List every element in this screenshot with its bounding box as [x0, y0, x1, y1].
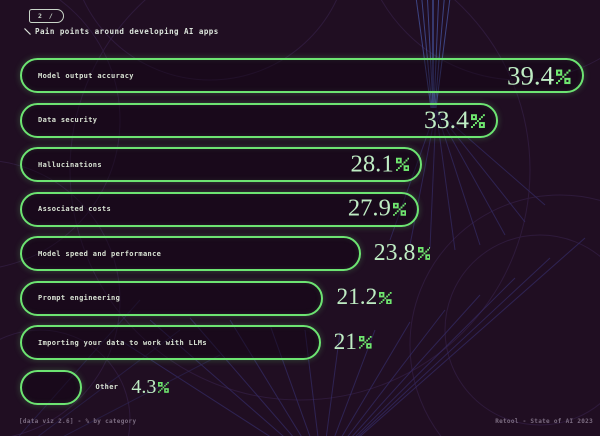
- bar-row: Prompt engineering 21.2: [20, 280, 584, 316]
- bar-value: 21.2: [336, 286, 392, 309]
- bar-row: Hallucinations 28.1: [20, 147, 584, 182]
- bar-row: Other 4.3: [20, 369, 584, 405]
- bar: Importing your data to work with LLMs: [20, 325, 321, 360]
- percent-icon: [395, 157, 410, 172]
- slide-number-badge: 2 /: [29, 9, 65, 23]
- bar-row: Model speed and performance 23.8: [20, 236, 584, 271]
- bar-label: Hallucinations: [38, 160, 102, 169]
- bar-row: Importing your data to work with LLMs 21: [20, 325, 584, 360]
- bar-row: Associated costs 27.9: [20, 191, 584, 227]
- bar-value: 4.3: [131, 377, 169, 397]
- bar-value: 27.9: [348, 196, 407, 222]
- bar: Prompt engineering: [20, 280, 324, 316]
- bar-label: Associated costs: [38, 205, 112, 213]
- percent-icon: [417, 246, 431, 260]
- bar-rows: Model output accuracy 39.4 Data security 33…: [20, 58, 584, 405]
- bar: Model output accuracy 39.4: [20, 58, 584, 93]
- bar-label: Model speed and performance: [38, 249, 162, 258]
- percent-icon: [359, 336, 372, 349]
- bar-value: 33.4: [424, 107, 486, 133]
- footer-source: Retool - State of AI 2023: [495, 418, 593, 425]
- bar-value: 28.1: [350, 151, 410, 177]
- percent-icon: [556, 69, 571, 85]
- bar: Hallucinations 28.1: [20, 147, 423, 182]
- footer-data-note: [data viz 2.6] - % by category: [19, 418, 137, 425]
- slide-number-label: 2 /: [38, 12, 55, 20]
- bar-label: Importing your data to work with LLMs: [38, 338, 207, 347]
- chart-header: Pain points around developing AI apps: [24, 27, 219, 36]
- bar-value: 23.8: [374, 241, 431, 266]
- bar-label: Model output accuracy: [38, 71, 134, 80]
- bar-row: Data security 33.4: [20, 102, 584, 138]
- bar-row: Model output accuracy 39.4: [20, 58, 584, 93]
- bar-chart: Model output accuracy 39.4 Data security 33…: [20, 58, 584, 405]
- bar-label: Data security: [38, 116, 98, 124]
- bar: [20, 369, 82, 405]
- bar-value: 21: [334, 330, 372, 354]
- bar-value: 39.4: [507, 62, 571, 89]
- bar: Data security 33.4: [20, 102, 499, 138]
- percent-icon: [379, 291, 392, 305]
- percent-icon: [158, 382, 169, 393]
- percent-icon: [471, 114, 486, 129]
- percent-icon: [393, 202, 407, 216]
- bar: Associated costs 27.9: [20, 191, 420, 227]
- diagonal-line-icon: [24, 28, 31, 35]
- bar-label: Prompt engineering: [38, 294, 121, 302]
- bar: Model speed and performance: [20, 236, 361, 271]
- bar-label: Other: [95, 383, 119, 391]
- chart-title: Pain points around developing AI apps: [35, 27, 219, 36]
